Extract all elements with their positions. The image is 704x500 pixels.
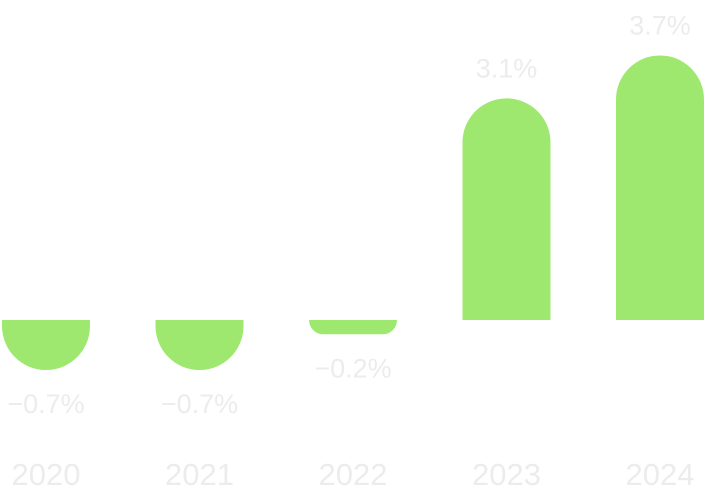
bar [155,320,244,371]
value-label: 3.1% [476,53,538,83]
bar [462,98,551,320]
value-label: −0.7% [7,389,84,419]
value-label: 3.7% [629,11,691,41]
x-tick-label: 2021 [165,457,234,492]
x-tick-label: 2022 [319,457,388,492]
bar [2,320,90,371]
bar [309,320,397,335]
x-tick-label: 2024 [626,457,695,492]
x-tick-label: 2023 [472,457,541,492]
value-label: −0.2% [314,353,391,383]
bar [616,55,704,320]
value-label: −0.7% [161,389,238,419]
x-tick-label: 2020 [12,457,81,492]
